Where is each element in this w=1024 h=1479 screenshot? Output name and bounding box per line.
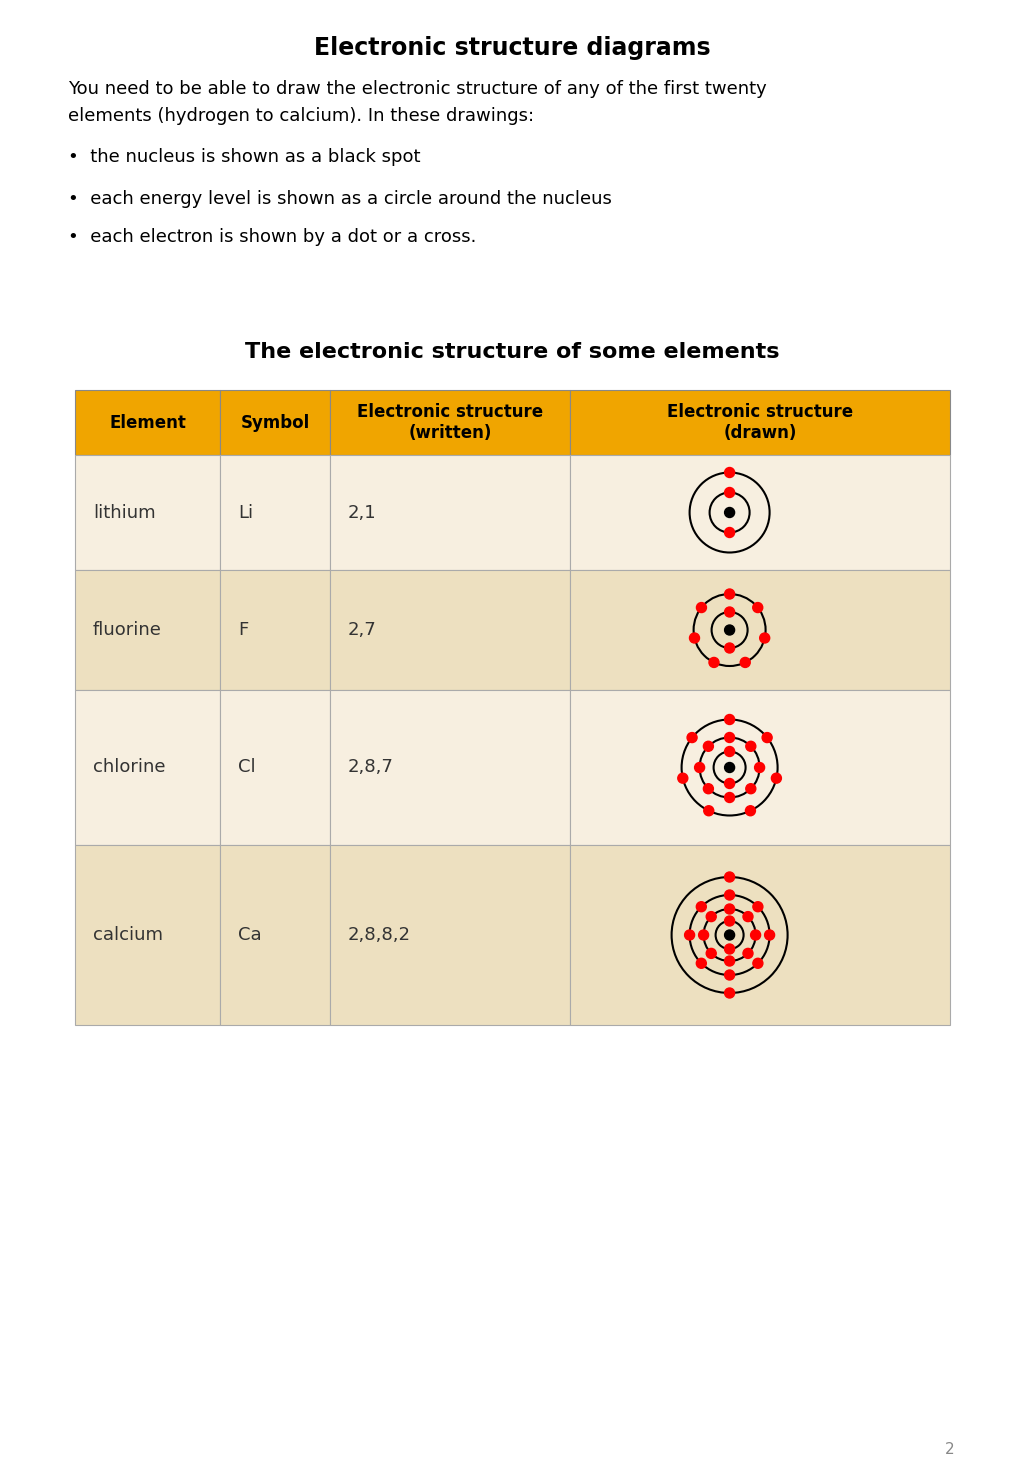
Text: elements (hydrogen to calcium). In these drawings:: elements (hydrogen to calcium). In these… (68, 106, 535, 126)
Circle shape (725, 467, 734, 478)
Circle shape (696, 602, 707, 612)
Circle shape (725, 732, 734, 742)
Text: •  the nucleus is shown as a black spot: • the nucleus is shown as a black spot (68, 148, 421, 166)
Circle shape (687, 732, 697, 742)
Text: Electronic structure
(written): Electronic structure (written) (357, 404, 543, 442)
Circle shape (725, 988, 734, 998)
Text: Symbol: Symbol (241, 414, 309, 432)
Circle shape (725, 507, 734, 518)
Bar (75, 569, 220, 691)
Text: lithium: lithium (93, 503, 156, 522)
Circle shape (762, 732, 772, 742)
Circle shape (703, 784, 714, 794)
Circle shape (760, 633, 770, 643)
Circle shape (707, 911, 716, 921)
Text: 2,8,8,2: 2,8,8,2 (348, 926, 411, 944)
Circle shape (725, 904, 734, 914)
Circle shape (771, 774, 781, 784)
Bar (75, 691, 220, 845)
Text: 2,8,7: 2,8,7 (348, 759, 394, 776)
Circle shape (725, 873, 734, 881)
Bar (75, 456, 220, 569)
Circle shape (703, 741, 714, 751)
Bar (570, 845, 950, 1025)
Circle shape (709, 658, 719, 667)
Circle shape (725, 793, 734, 803)
Circle shape (725, 916, 734, 926)
Circle shape (745, 741, 756, 751)
Bar (220, 390, 330, 456)
Circle shape (725, 778, 734, 788)
Text: calcium: calcium (93, 926, 163, 944)
Circle shape (703, 806, 714, 816)
Circle shape (725, 488, 734, 497)
Circle shape (678, 774, 688, 784)
Bar (220, 456, 330, 569)
Circle shape (725, 714, 734, 725)
Circle shape (751, 930, 761, 941)
Bar (330, 390, 570, 456)
Bar (220, 691, 330, 845)
Text: 2,1: 2,1 (348, 503, 377, 522)
Circle shape (753, 958, 763, 969)
Circle shape (745, 784, 756, 794)
Circle shape (725, 626, 734, 634)
Text: 2,7: 2,7 (348, 621, 377, 639)
Circle shape (725, 944, 734, 954)
Circle shape (725, 747, 734, 756)
Text: •  each electron is shown by a dot or a cross.: • each electron is shown by a dot or a c… (68, 228, 476, 246)
Bar (330, 456, 570, 569)
Text: fluorine: fluorine (93, 621, 162, 639)
Bar (220, 569, 330, 691)
Text: chlorine: chlorine (93, 759, 166, 776)
Bar (330, 691, 570, 845)
Text: Ca: Ca (238, 926, 261, 944)
Circle shape (725, 606, 734, 617)
Circle shape (694, 763, 705, 772)
Circle shape (753, 902, 763, 911)
Text: •  each energy level is shown as a circle around the nucleus: • each energy level is shown as a circle… (68, 189, 612, 209)
Circle shape (707, 948, 716, 958)
Circle shape (725, 890, 734, 901)
Bar (330, 569, 570, 691)
Circle shape (725, 930, 734, 941)
Circle shape (745, 806, 756, 816)
Text: You need to be able to draw the electronic structure of any of the first twenty: You need to be able to draw the electron… (68, 80, 767, 98)
Text: Electronic structure
(drawn): Electronic structure (drawn) (667, 404, 853, 442)
Bar (570, 456, 950, 569)
Circle shape (696, 958, 707, 969)
Bar (220, 845, 330, 1025)
Circle shape (685, 930, 694, 941)
Circle shape (725, 955, 734, 966)
Circle shape (689, 633, 699, 643)
Circle shape (725, 643, 734, 654)
Circle shape (743, 948, 753, 958)
Bar (570, 691, 950, 845)
Bar (570, 390, 950, 456)
Circle shape (725, 528, 734, 537)
Text: F: F (238, 621, 248, 639)
Text: The electronic structure of some elements: The electronic structure of some element… (245, 342, 779, 362)
Bar (75, 390, 220, 456)
Text: Cl: Cl (238, 759, 256, 776)
Circle shape (753, 602, 763, 612)
Circle shape (725, 763, 734, 772)
Circle shape (765, 930, 774, 941)
Circle shape (725, 970, 734, 981)
Circle shape (755, 763, 765, 772)
Text: 2: 2 (945, 1442, 955, 1457)
Circle shape (698, 930, 709, 941)
Bar (75, 845, 220, 1025)
Circle shape (740, 658, 751, 667)
Bar (570, 569, 950, 691)
Text: Electronic structure diagrams: Electronic structure diagrams (313, 35, 711, 61)
Circle shape (743, 911, 753, 921)
Circle shape (725, 589, 734, 599)
Text: Element: Element (110, 414, 186, 432)
Text: Li: Li (238, 503, 253, 522)
Bar (330, 845, 570, 1025)
Circle shape (696, 902, 707, 911)
